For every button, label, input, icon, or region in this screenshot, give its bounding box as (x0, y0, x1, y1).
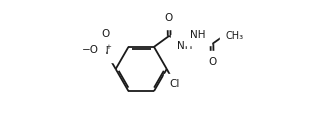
Text: O: O (208, 57, 216, 67)
Text: O: O (165, 14, 173, 23)
Text: O: O (101, 29, 110, 39)
Text: −O: −O (82, 45, 99, 55)
Text: NH: NH (191, 30, 206, 40)
Text: +: + (105, 44, 111, 50)
Text: NH: NH (176, 41, 192, 51)
Text: N: N (101, 46, 109, 56)
Text: CH₃: CH₃ (225, 31, 243, 41)
Text: Cl: Cl (170, 79, 180, 89)
